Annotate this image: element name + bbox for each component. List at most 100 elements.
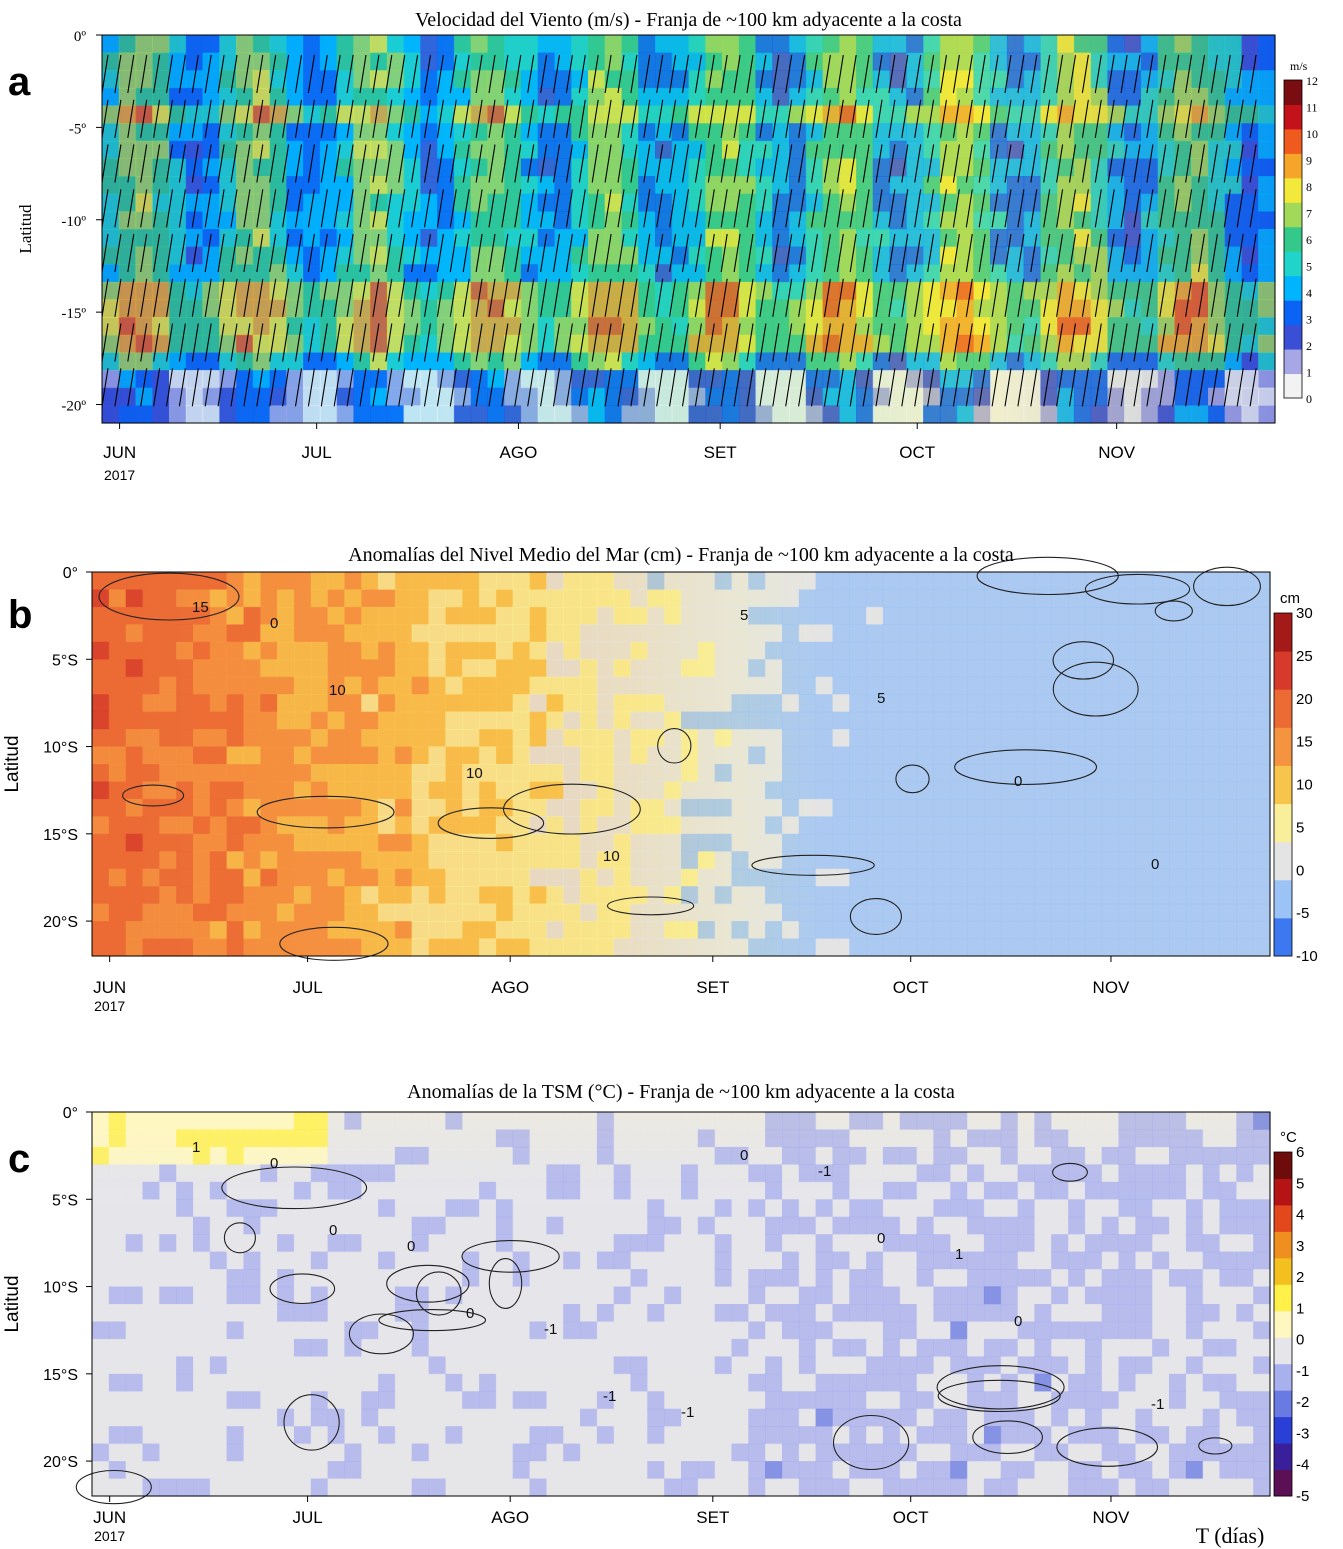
heatmap-cell — [714, 1286, 733, 1305]
colorbar-tick-label: 15 — [1296, 734, 1313, 751]
heatmap-cell — [159, 1234, 177, 1253]
heatmap-cell — [411, 589, 430, 608]
heatmap-cell — [1118, 624, 1136, 643]
heatmap-cell — [832, 711, 850, 730]
heatmap-cell — [748, 1356, 766, 1375]
heatmap-cell — [142, 938, 160, 957]
heatmap-cell — [798, 1164, 817, 1183]
heatmap-cell — [185, 87, 204, 107]
colorbar-unit: cm — [1280, 590, 1300, 607]
heatmap-cell — [319, 87, 338, 107]
heatmap-cell — [697, 676, 716, 695]
heatmap-cell — [310, 816, 329, 835]
heatmap-cell — [671, 387, 690, 406]
heatmap-cell — [872, 193, 891, 212]
wind-arrow — [1197, 323, 1206, 362]
wind-arrow — [1094, 278, 1102, 317]
heatmap-cell — [681, 921, 699, 940]
heatmap-cell — [1185, 641, 1204, 660]
heatmap-cell — [613, 676, 632, 695]
heatmap-cell — [983, 711, 1002, 730]
heatmap-cell — [495, 711, 514, 730]
heatmap-cell — [1253, 572, 1271, 591]
heatmap-cell — [630, 1199, 648, 1218]
heatmap-cell — [983, 659, 1002, 678]
heatmap-cell — [933, 798, 951, 817]
heatmap-cell — [983, 816, 1002, 835]
wind-arrow — [449, 144, 457, 183]
heatmap-cell — [209, 764, 228, 783]
heatmap-cell — [176, 676, 194, 695]
wind-arrow — [398, 99, 406, 138]
heatmap-cell — [193, 1478, 211, 1497]
heatmap-cell — [243, 1199, 261, 1218]
heatmap-cell — [580, 816, 598, 835]
heatmap-cell — [697, 1408, 716, 1427]
heatmap-cell — [630, 1408, 648, 1427]
heatmap-cell — [125, 1216, 144, 1235]
heatmap-cell — [882, 729, 901, 748]
heatmap-cell — [973, 87, 991, 107]
heatmap-cell — [243, 868, 261, 887]
heatmap-cell — [798, 729, 817, 748]
heatmap-cell — [1152, 676, 1170, 695]
heatmap-cell — [1000, 729, 1019, 748]
heatmap-cell — [638, 405, 656, 424]
heatmap-cell — [1040, 211, 1058, 230]
heatmap-cell — [159, 572, 177, 591]
heatmap-cell — [260, 781, 278, 800]
wind-arrow — [836, 99, 844, 138]
heatmap-cell — [470, 281, 489, 301]
heatmap-cell — [293, 711, 312, 730]
heatmap-cell — [479, 1234, 497, 1253]
heatmap-cell — [193, 1129, 211, 1148]
heatmap-cell — [983, 729, 1002, 748]
heatmap-cell — [1023, 158, 1041, 177]
heatmap-cell — [782, 659, 800, 678]
heatmap-cell — [209, 816, 228, 835]
heatmap-cell — [1219, 921, 1237, 940]
heatmap-cell — [866, 1443, 884, 1462]
heatmap-cell — [630, 746, 648, 765]
heatmap-cell — [621, 334, 639, 353]
heatmap-cell — [664, 1234, 682, 1253]
heatmap-cell — [361, 1338, 379, 1357]
heatmap-cell — [849, 1164, 867, 1183]
heatmap-cell — [403, 370, 421, 389]
heatmap-cell — [688, 35, 706, 54]
wind-arrow — [1159, 99, 1167, 138]
heatmap-cell — [546, 694, 564, 713]
heatmap-cell — [92, 1304, 110, 1323]
wind-arrow — [901, 99, 909, 138]
heatmap-cell — [872, 52, 891, 71]
heatmap-cell — [1124, 87, 1142, 107]
heatmap-cell — [92, 816, 110, 835]
heatmap-cell — [260, 903, 278, 922]
plot-frame — [101, 34, 1276, 424]
heatmap-cell — [613, 1269, 632, 1288]
heatmap-cell — [1253, 886, 1271, 905]
heatmap-cell — [135, 299, 153, 318]
heatmap-cell — [479, 1356, 497, 1375]
wind-arrow — [449, 189, 457, 228]
heatmap-cell — [714, 606, 733, 625]
heatmap-cell — [815, 764, 833, 783]
heatmap-cell — [765, 1461, 783, 1480]
wind-arrow — [398, 278, 406, 317]
heatmap-cell — [193, 851, 211, 870]
colorbar-tick-label: 5 — [1306, 260, 1312, 274]
heatmap-cell — [361, 746, 379, 765]
heatmap-cell — [1040, 334, 1058, 353]
wind-arrow — [256, 54, 264, 94]
heatmap-cell — [973, 370, 991, 389]
heatmap-cell — [1219, 851, 1237, 870]
heatmap-cell — [571, 370, 589, 389]
wind-arrow — [475, 99, 483, 138]
heatmap-cell — [479, 833, 497, 852]
heatmap-cell — [108, 1234, 127, 1253]
heatmap-cell — [815, 1304, 833, 1323]
heatmap-cell — [1107, 229, 1125, 248]
heatmap-cell — [118, 229, 137, 248]
wind-arrow — [294, 233, 303, 273]
heatmap-cell — [219, 193, 237, 212]
